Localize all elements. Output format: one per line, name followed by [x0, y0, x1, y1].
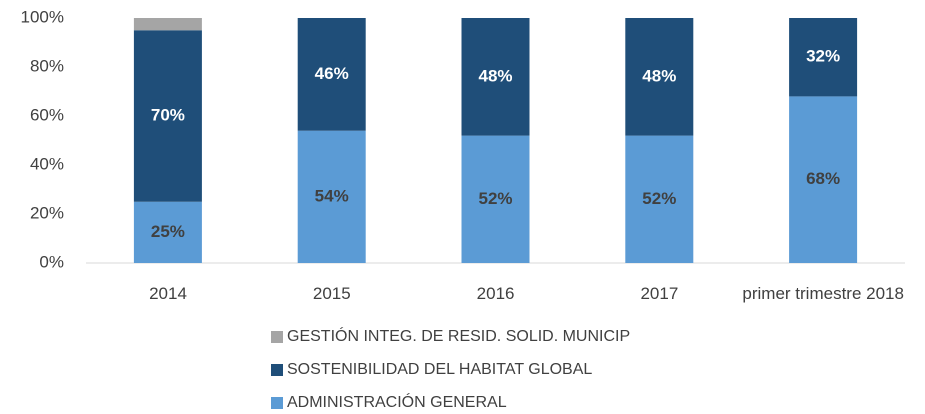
legend-swatch: [271, 397, 283, 409]
data-label: 32%: [806, 47, 840, 66]
bar-segment: [133, 201, 202, 263]
y-tick-label: 80%: [30, 56, 64, 75]
legend-swatch: [271, 364, 283, 376]
bar-segment: [625, 135, 694, 263]
x-tick-label: 2017: [640, 284, 679, 303]
data-label: 25%: [151, 222, 185, 241]
data-label: 52%: [642, 189, 676, 208]
data-label: 54%: [315, 186, 349, 205]
legend-label: SOSTENIBILIDAD DEL HABITAT GLOBAL: [287, 361, 592, 378]
x-tick-label: 2014: [149, 284, 187, 303]
y-tick-label: 60%: [30, 105, 64, 124]
data-label: 48%: [642, 66, 676, 85]
data-label: 46%: [315, 64, 349, 83]
legend-label: GESTIÓN INTEG. DE RESID. SOLID. MUNICIP: [287, 326, 630, 345]
data-label: 48%: [478, 66, 512, 85]
bar-segment: [789, 18, 858, 97]
x-tick-label: 2015: [312, 284, 351, 303]
data-label: 52%: [478, 189, 512, 208]
y-tick-label: 100%: [21, 7, 64, 26]
legend-swatch: [271, 331, 283, 343]
bar-segment: [461, 135, 530, 263]
y-tick-label: 0%: [39, 252, 64, 271]
bar-segment: [625, 18, 694, 136]
bar-segment: [133, 18, 202, 31]
data-label: 70%: [151, 105, 185, 124]
y-tick-label: 20%: [30, 203, 64, 222]
bar-segment: [789, 96, 858, 264]
y-tick-label: 40%: [30, 154, 64, 173]
x-tick-label: primer trimestre 2018: [742, 284, 904, 303]
data-label: 68%: [806, 169, 840, 188]
x-tick-label: 2016: [476, 284, 515, 303]
bar-segment: [461, 18, 530, 136]
bar-segment: [297, 18, 366, 131]
bar-segment: [133, 30, 202, 202]
bar-segment: [297, 130, 366, 263]
legend-label: ADMINISTRACIÓN GENERAL: [287, 392, 507, 411]
